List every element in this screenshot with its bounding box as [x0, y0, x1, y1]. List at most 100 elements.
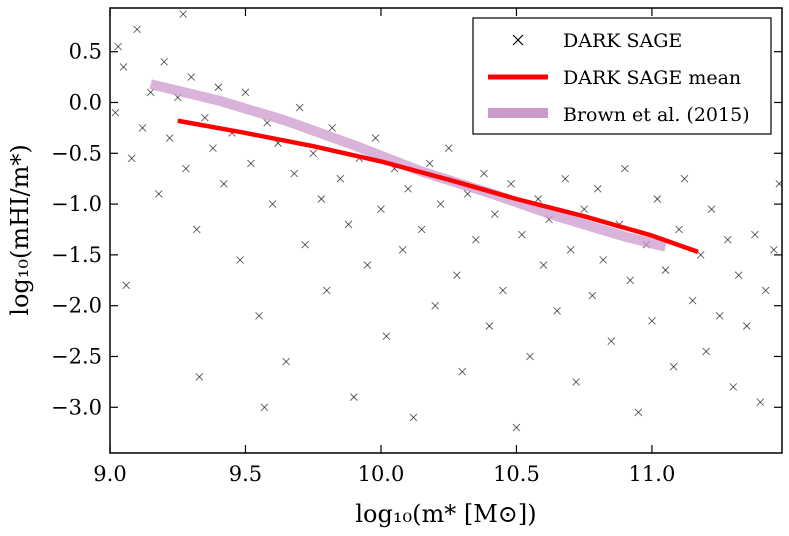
scatter-point: [621, 164, 629, 173]
scatter-point: [729, 383, 738, 391]
scatter-point: [371, 134, 380, 142]
scatter-point: [756, 398, 765, 407]
scatter-point: [219, 179, 228, 188]
scatter-point: [363, 261, 372, 269]
scatter-point: [626, 276, 635, 285]
scatter-point: [122, 281, 131, 290]
scatter-point: [688, 296, 697, 305]
scatter-point: [377, 205, 385, 213]
legend-marker-x-icon: [512, 34, 524, 46]
scatter-point: [317, 195, 326, 203]
scatter-point: [301, 240, 309, 249]
scatter-point: [425, 159, 434, 168]
scatter-point: [553, 306, 561, 315]
x-axis-ticks: 9.0 9.5 10.0 10.5 11.0: [93, 8, 675, 486]
scatter-point: [282, 357, 290, 366]
scatter-point: [404, 185, 412, 193]
scatter-point: [160, 58, 169, 66]
scatter-point: [742, 322, 751, 330]
scatter-point: [634, 408, 643, 417]
y-tick-label: −0.5: [51, 141, 102, 165]
legend-label-brown: Brown et al. (2015): [563, 104, 750, 126]
scatter-point: [236, 256, 244, 264]
scatter-point: [328, 124, 337, 132]
scatter-point: [607, 337, 616, 346]
scatter-point: [680, 174, 689, 183]
scatter-point: [566, 245, 575, 254]
legend-label-dark-sage-mean: DARK SAGE mean: [563, 67, 741, 89]
scatter-point: [572, 378, 580, 386]
scatter-point: [507, 179, 515, 188]
scatter-point: [471, 235, 480, 244]
scatter-point: [561, 174, 570, 183]
scatter-point: [165, 134, 174, 142]
scatter-point: [480, 169, 488, 178]
y-tick-label: −2.0: [51, 294, 102, 318]
scatter-point: [201, 113, 209, 122]
scatter-point: [539, 261, 548, 269]
dark-sage-mean-line: [177, 118, 699, 254]
y-tick-label: −1.5: [51, 243, 102, 267]
scatter-point: [526, 352, 534, 361]
scatter-point: [534, 195, 542, 203]
scatter-point: [761, 286, 770, 295]
scatter-point: [309, 149, 318, 158]
scatter-point: [187, 73, 196, 81]
scatter-point: [350, 393, 358, 401]
scatter-point: [518, 230, 526, 239]
scatter-point: [734, 271, 743, 280]
scatter-point: [453, 271, 461, 280]
scatter-point: [409, 413, 418, 422]
scatter-point: [260, 403, 269, 412]
scatter-point: [146, 88, 155, 97]
legend: DARK SAGE DARK SAGE mean Brown et al. (2…: [472, 17, 772, 135]
scatter-point: [675, 225, 683, 234]
y-tick-label: −2.5: [51, 344, 102, 368]
scatter-point: [179, 10, 187, 18]
x-tick-label: 9.5: [229, 462, 262, 486]
scatter-point: [114, 42, 122, 51]
scatter-point: [770, 245, 778, 254]
scatter-point: [209, 144, 217, 153]
scatter-point: [290, 169, 299, 178]
plot-frame: [109, 7, 783, 454]
scatter-point: [723, 235, 732, 244]
scatter-point: [398, 245, 407, 254]
y-tick-label: 0.0: [69, 90, 102, 114]
scatter-point: [593, 185, 602, 193]
scatter-point: [336, 174, 345, 183]
scatter-point: [214, 83, 223, 92]
scatter-point: [127, 154, 136, 163]
scatter-point: [192, 225, 201, 234]
series-lines: [149, 79, 699, 254]
scatter-point: [436, 200, 445, 208]
y-axis-title: log₁₀(mHI/m*): [6, 144, 34, 315]
scatter-point: [702, 347, 710, 356]
x-tick-label: 9.0: [93, 462, 126, 486]
scatter-point: [241, 88, 250, 97]
scatter-point: [669, 362, 678, 371]
scatter-point: [417, 225, 426, 234]
scatter-point: [512, 423, 521, 432]
scatter-point: [588, 291, 597, 300]
scatter-point: [344, 220, 353, 229]
y-tick-label: −1.0: [51, 192, 102, 216]
x-tick-label: 10.0: [358, 462, 405, 486]
x-axis-title: log₁₀(m* [M⊙]): [355, 500, 536, 528]
scatter-point: [715, 312, 724, 320]
scatter-point: [247, 159, 255, 168]
scatter-point: [154, 190, 163, 198]
scatter-point: [580, 205, 589, 213]
scatter-point: [458, 367, 467, 376]
legend-label-dark-sage: DARK SAGE: [563, 30, 682, 52]
scatter-point: [119, 63, 128, 71]
scatter-point: [322, 286, 331, 295]
scatter-point: [751, 230, 759, 239]
scatter-point: [182, 164, 190, 173]
scatter-point: [696, 251, 705, 259]
x-tick-label: 11.0: [629, 462, 676, 486]
scatter-point: [485, 322, 494, 330]
y-tick-label: −3.0: [51, 395, 102, 419]
scatter-point: [661, 266, 670, 274]
